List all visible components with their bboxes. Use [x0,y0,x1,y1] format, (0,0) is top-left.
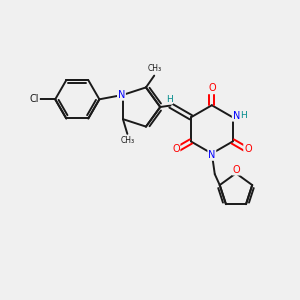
Text: N: N [232,111,240,121]
Text: CH₃: CH₃ [121,136,135,145]
Text: O: O [172,144,180,154]
Text: H: H [166,94,172,103]
Text: O: O [233,165,240,175]
Text: N: N [118,90,125,100]
Text: H: H [241,111,247,120]
Text: Cl: Cl [29,94,39,104]
Text: CH₃: CH₃ [148,64,162,73]
Text: O: O [244,144,252,154]
Text: N: N [208,150,215,160]
Text: O: O [208,83,216,94]
